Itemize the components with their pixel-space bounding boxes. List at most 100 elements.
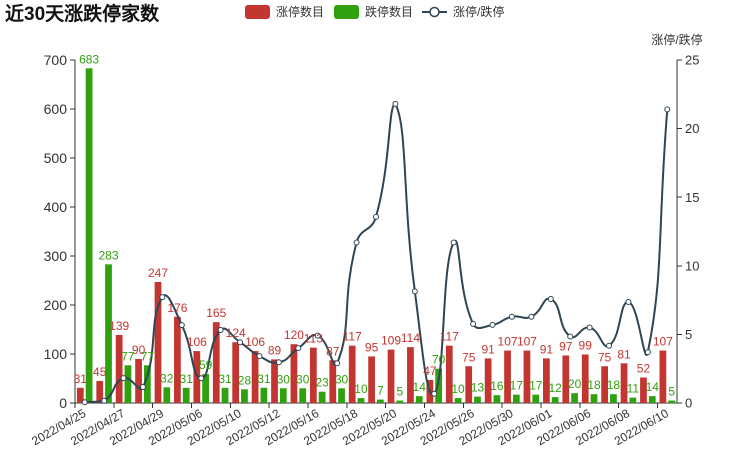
line-point-ratio xyxy=(547,296,554,302)
bar-label-limit-down: 70 xyxy=(432,353,446,367)
bar-limit-up xyxy=(212,322,220,403)
bar-limit-up xyxy=(465,366,473,403)
legend-label-limit-down: 跌停数目 xyxy=(365,4,413,19)
bar-label-limit-down: 7 xyxy=(377,384,384,398)
bar-label-limit-down: 10 xyxy=(451,382,465,396)
bar-label-limit-up: 97 xyxy=(559,339,573,353)
line-point-ratio xyxy=(217,327,224,334)
bar-limit-down xyxy=(396,400,404,403)
bar-limit-down xyxy=(299,388,307,403)
legend-item-limit-down[interactable]: 跌停数目 xyxy=(334,4,413,19)
line-point-ratio xyxy=(470,320,477,327)
bar-limit-up xyxy=(251,351,259,403)
line-series xyxy=(81,100,671,406)
y-axis-left-tick-label: 100 xyxy=(44,346,68,362)
legend-label-limit-up: 涨停数目 xyxy=(276,4,324,19)
bar-label-limit-up: 106 xyxy=(187,335,207,349)
bar-limit-up xyxy=(193,351,201,403)
bar-limit-down xyxy=(377,399,384,403)
bar-label-limit-down: 683 xyxy=(79,52,99,66)
bar-label-limit-down: 30 xyxy=(335,372,349,386)
legend: 涨停数目 跌停数目 涨停/跌停 xyxy=(245,4,504,19)
y-axis-right-tick-label: 0 xyxy=(685,396,692,411)
line-point-ratio xyxy=(373,213,379,220)
bar-label-limit-up: 107 xyxy=(653,335,673,349)
bar-limit-down xyxy=(474,396,481,403)
bar-label-limit-down: 31 xyxy=(180,372,194,386)
line-point-ratio xyxy=(508,313,515,320)
bar-label-limit-up: 45 xyxy=(93,365,107,379)
bars xyxy=(76,68,676,403)
legend-limit-up-icon xyxy=(245,5,270,19)
line-point-ratio xyxy=(625,299,632,306)
bar-limit-down xyxy=(241,389,248,403)
bar-label-limit-up: 117 xyxy=(440,330,459,344)
bar-limit-down xyxy=(493,395,501,403)
bar-limit-up xyxy=(445,345,453,403)
bar-limit-up xyxy=(601,366,609,403)
bar-label-limit-down: 23 xyxy=(315,376,329,390)
bar-limit-up xyxy=(368,356,375,403)
bar-limit-down xyxy=(415,396,423,403)
y-axis-left-tick-label: 500 xyxy=(44,150,68,166)
bar-limit-up xyxy=(232,342,240,403)
line-point-ratio xyxy=(256,353,263,360)
y-axis-left-tick-label: 0 xyxy=(59,395,67,411)
bar-label-limit-up: 75 xyxy=(462,350,476,364)
y-axis-left-tick-label: 300 xyxy=(44,248,68,264)
bar-limit-up xyxy=(290,344,298,403)
bar-label-limit-down: 17 xyxy=(510,379,524,393)
line-point-ratio xyxy=(411,288,418,295)
y-axis-left-tick-label: 700 xyxy=(44,52,68,68)
line-point-ratio xyxy=(198,375,205,382)
bar-label-limit-down: 283 xyxy=(99,248,119,262)
bar-label-limit-down: 30 xyxy=(296,372,310,386)
bar-limit-down xyxy=(532,394,540,403)
y-axis-right-tick-label: 5 xyxy=(685,327,692,342)
bar-label-limit-up: 99 xyxy=(579,338,593,352)
bar-label-limit-up: 124 xyxy=(226,326,246,340)
legend-item-limit-up[interactable]: 涨停数目 xyxy=(245,4,324,19)
line-point-ratio xyxy=(159,294,166,301)
bar-label-limit-down: 11 xyxy=(627,382,640,396)
bar-label-limit-up: 247 xyxy=(148,266,168,280)
bar-limit-up xyxy=(581,354,589,403)
bar-limit-down xyxy=(163,387,171,403)
bar-label-limit-up: 107 xyxy=(517,335,537,349)
line-point-ratio xyxy=(237,339,244,346)
line-point-ratio xyxy=(334,360,341,367)
bar-label-limit-down: 13 xyxy=(471,381,485,395)
bar-limit-up xyxy=(659,350,667,403)
bar-label-limit-up: 31 xyxy=(74,372,88,386)
y-axis-right-tick-label: 10 xyxy=(685,258,699,273)
line-point-ratio xyxy=(644,349,651,356)
line-point-ratio xyxy=(450,239,457,246)
bar-limit-up xyxy=(407,347,414,403)
bar-limit-up xyxy=(96,380,104,403)
bar-limit-down xyxy=(279,388,287,403)
line-point-ratio xyxy=(139,383,146,390)
bar-limit-down xyxy=(357,398,365,403)
line-point-ratio xyxy=(120,375,127,382)
bar-label-limit-up: 95 xyxy=(365,340,379,354)
y-axis-right-tick-label: 20 xyxy=(685,121,699,136)
bar-limit-down xyxy=(105,264,112,403)
y-axis-right-tick-label: 25 xyxy=(685,53,699,68)
bar-limit-down xyxy=(338,388,345,403)
line-point-ratio xyxy=(586,324,593,331)
bar-label-limit-up: 114 xyxy=(401,331,420,345)
legend-circle-icon xyxy=(429,6,440,18)
bar-label-limit-up: 89 xyxy=(268,343,282,357)
legend-item-ratio[interactable]: 涨停/跌停 xyxy=(422,4,504,19)
bar-limit-up xyxy=(115,334,123,403)
bar-label-limit-down: 59 xyxy=(199,358,213,372)
bar-label-limit-up: 120 xyxy=(284,328,304,342)
bar-label-limit-up: 75 xyxy=(598,350,612,364)
line-point-ratio xyxy=(567,333,574,340)
bar-limit-up xyxy=(76,387,84,403)
bar-label-limit-down: 17 xyxy=(529,379,543,393)
y-axis-right-tick-label: 15 xyxy=(685,190,699,205)
bar-limit-down xyxy=(435,368,443,403)
bar-limit-down xyxy=(124,365,132,403)
